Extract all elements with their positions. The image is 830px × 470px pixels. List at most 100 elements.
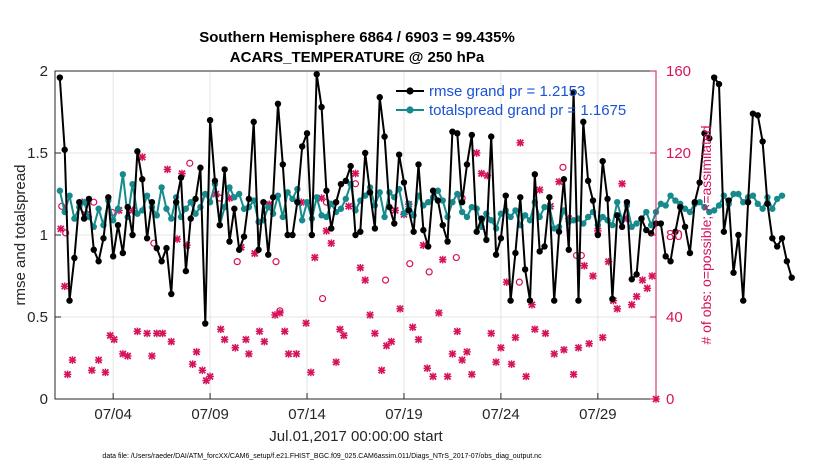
x-tick-label: 07/09	[191, 406, 229, 423]
totalspread-point	[701, 203, 708, 211]
totalspread-point	[134, 210, 141, 217]
totalspread-point	[323, 213, 330, 221]
obs-assimilated-marker	[280, 327, 289, 336]
rmse-point	[769, 235, 776, 242]
obs-assimilated-marker	[560, 346, 568, 354]
rmse-point	[740, 297, 747, 304]
rmse-point	[76, 199, 83, 206]
totalspread-point	[439, 197, 446, 204]
totalspread-point	[599, 213, 606, 221]
obs-assimilated-marker	[101, 368, 110, 377]
legend: rmse grand pr = 1.2153 totalspread grand…	[396, 83, 626, 119]
rmse-point	[265, 251, 272, 258]
rmse-point	[342, 177, 350, 185]
rmse-point	[633, 271, 640, 278]
rmse-point	[61, 146, 68, 153]
rmse-point	[80, 215, 88, 222]
totalspread-point	[56, 187, 64, 194]
rmse-point	[337, 180, 345, 188]
obs-possible-marker	[90, 198, 98, 206]
obs-possible-marker	[233, 258, 241, 266]
totalspread-point	[434, 187, 442, 194]
rmse-point	[502, 192, 509, 199]
totalspread-point	[400, 210, 408, 217]
totalspread-point	[541, 203, 548, 211]
rmse-point	[197, 164, 204, 171]
totalspread-point	[265, 203, 272, 211]
totalspread-point	[328, 200, 335, 208]
totalspread-point	[740, 199, 747, 206]
rmse-point	[749, 110, 757, 117]
rmse-point	[565, 246, 572, 253]
rmse-point	[701, 130, 708, 137]
totalspread-point	[696, 199, 703, 206]
legend-spread-marker	[406, 106, 414, 114]
left-tick-label: 1.5	[27, 145, 48, 162]
rmse-point	[575, 297, 582, 304]
rmse-point	[376, 94, 383, 101]
obs-assimilated-marker	[351, 169, 360, 178]
rmse-series	[56, 71, 795, 327]
totalspread-point	[182, 205, 190, 212]
obs-assimilated-marker	[648, 272, 656, 280]
totalspread-point	[66, 192, 73, 199]
totalspread-point	[458, 208, 466, 216]
rmse-point	[124, 203, 131, 211]
rmse-point	[541, 243, 548, 250]
rmse-point	[429, 187, 437, 194]
totalspread-point	[754, 200, 761, 208]
totalspread-point	[686, 208, 694, 216]
obs-assimilated-marker	[632, 292, 641, 301]
totalspread-point	[672, 197, 679, 204]
rmse-point	[764, 200, 771, 208]
rmse-point	[609, 295, 616, 303]
rmse-point	[255, 246, 262, 253]
legend-rmse-label: rmse grand pr = 1.2153	[429, 83, 585, 100]
rmse-point	[570, 89, 577, 96]
totalspread-point	[614, 199, 621, 206]
obs-assimilated-marker	[522, 372, 530, 381]
right-axis-ticks: 0 40 80 120 160	[650, 63, 691, 408]
totalspread-point	[381, 213, 388, 221]
obs-assimilated-marker	[276, 309, 284, 317]
rmse-point	[555, 228, 563, 235]
rmse-point	[332, 199, 340, 206]
obs-assimilated-marker	[245, 350, 253, 358]
obs-assimilated-marker	[310, 253, 319, 262]
totalspread-point	[710, 207, 718, 214]
left-tick-label: 0	[40, 391, 48, 408]
footer-data-file: data file: /Users/raeder/DAI/ATM_forcXX/…	[102, 453, 542, 460]
rmse-point	[449, 128, 456, 135]
obs-assimilated-marker	[585, 339, 593, 348]
rmse-point	[604, 195, 611, 203]
obs-assimilated-marker	[143, 329, 151, 338]
rmse-point	[560, 176, 568, 183]
rmse-point	[139, 176, 146, 183]
rmse-point	[657, 220, 665, 227]
obs-assimilated-marker	[497, 343, 505, 352]
rmse-point	[526, 297, 534, 304]
obs-assimilated-marker	[468, 370, 476, 379]
obs-assimilated-marker	[408, 323, 417, 332]
totalspread-point	[279, 213, 286, 221]
legend-spread-label: totalspread grand pr = 1.1675	[429, 102, 626, 119]
obs-assimilated-marker	[377, 366, 386, 375]
rmse-point	[478, 215, 485, 222]
totalspread-point	[240, 205, 248, 212]
totalspread-point	[643, 208, 650, 216]
totalspread-point	[313, 194, 320, 201]
totalspread-point	[95, 205, 102, 212]
rmse-point	[696, 179, 703, 186]
obs-assimilated-marker	[148, 352, 156, 360]
totalspread-point	[289, 195, 296, 203]
obs-assimilated-marker	[68, 356, 77, 364]
obs-assimilated-marker	[535, 186, 544, 194]
rmse-point	[105, 194, 112, 201]
totalspread-point	[143, 192, 151, 199]
totalspread-point	[129, 180, 136, 188]
chart-title-line2: ACARS_TEMPERATURE @ 250 hPa	[230, 49, 485, 66]
obs-assimilated-marker	[284, 350, 293, 358]
rmse-point	[279, 161, 286, 168]
rmse-point	[226, 238, 233, 245]
